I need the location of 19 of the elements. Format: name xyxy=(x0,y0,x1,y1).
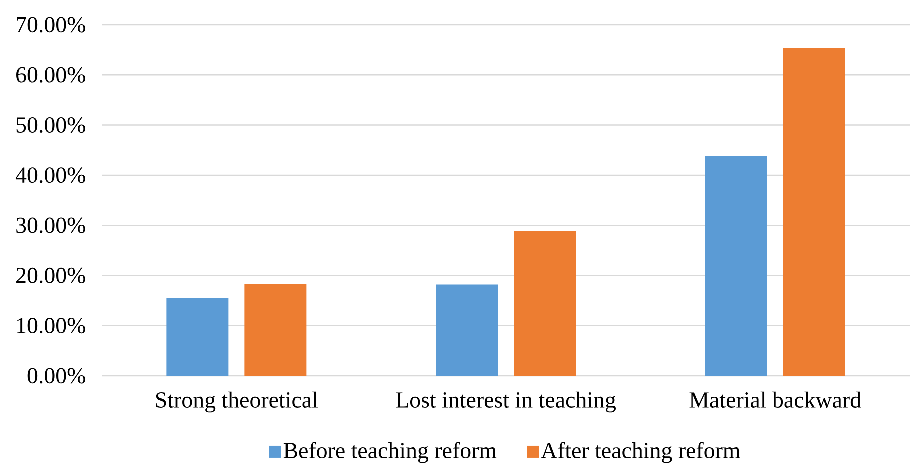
y-tick-label: 30.00% xyxy=(16,218,86,234)
y-tick-label: 70.00% xyxy=(17,17,86,33)
legend-label: Before teaching reform xyxy=(284,442,497,464)
y-tick-label: 40.00% xyxy=(16,168,86,184)
y-tick-label: 10.00% xyxy=(18,318,86,334)
bar xyxy=(244,284,307,376)
bar xyxy=(436,284,498,376)
bar xyxy=(166,298,229,376)
bar xyxy=(705,156,768,376)
x-tick-label: Strong theoretical xyxy=(156,392,318,413)
y-tick-label: 20.00% xyxy=(16,268,86,284)
y-tick-label: 60.00% xyxy=(16,67,86,83)
y-tick-label: 0.00% xyxy=(28,368,86,384)
y-tick-label: 50.00% xyxy=(16,117,86,134)
bar xyxy=(514,231,576,376)
legend-label: After teaching reform xyxy=(541,442,740,464)
bar xyxy=(783,48,846,376)
x-tick-label: Lost interest in teaching xyxy=(396,392,616,413)
x-tick-label: Material backward xyxy=(690,392,862,408)
